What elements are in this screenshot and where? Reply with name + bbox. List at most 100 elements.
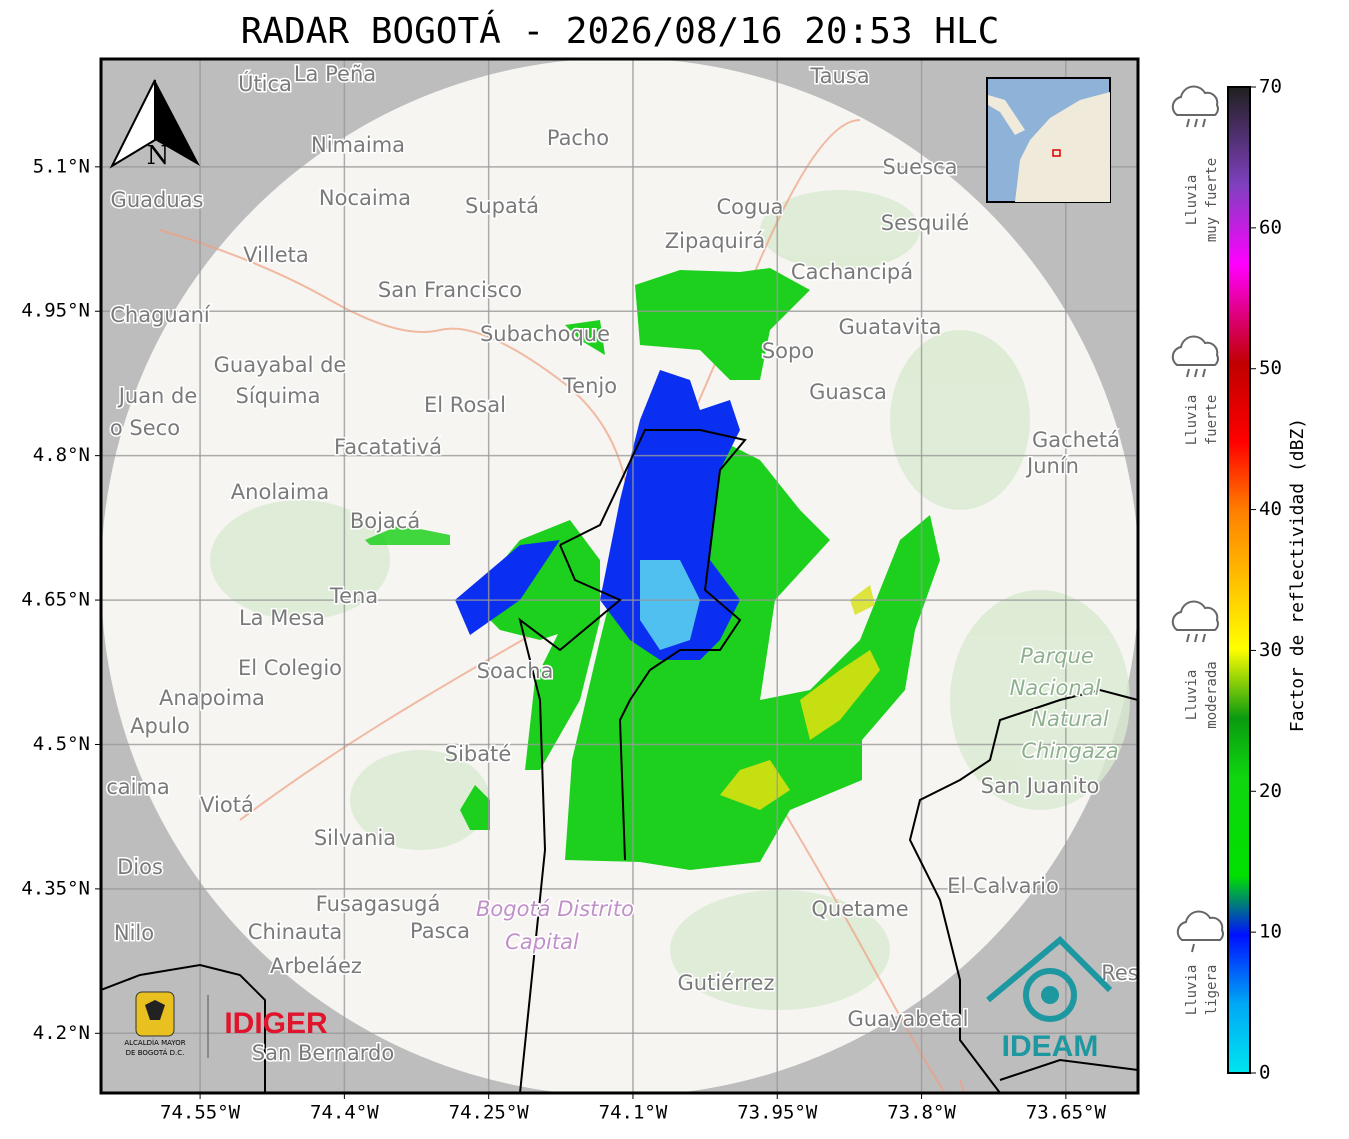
- place-label: Arbeláez: [270, 954, 362, 978]
- x-tick-label: 74.4°W: [310, 1102, 379, 1124]
- place-label: Supatá: [465, 194, 539, 218]
- rain-drop: [1194, 633, 1198, 643]
- place-label: Tenjo: [562, 374, 617, 398]
- colorbar-tick-label: 50: [1259, 357, 1282, 379]
- colorbar-tick-label: 10: [1259, 921, 1282, 943]
- rain-drop: [1186, 633, 1190, 643]
- park-label: Natural: [1031, 707, 1109, 731]
- y-tick-label: 4.95°N: [21, 300, 90, 322]
- legend-label: ligera: [1204, 965, 1220, 1016]
- park-label: Nacional: [1010, 676, 1101, 700]
- y-tick-label: 5.1°N: [33, 155, 90, 177]
- place-label: Sesquilé: [881, 211, 969, 235]
- place-label: Viotá: [200, 793, 254, 817]
- place-label: El Rosal: [424, 393, 506, 417]
- district-label: Capital: [505, 930, 579, 954]
- place-label: Pasca: [410, 919, 470, 943]
- place-labels: Útica La Peña Tausa Nimaima Pacho Guaduas Noca…: [105, 61, 1139, 1067]
- colorbar-tick-label: 20: [1259, 780, 1282, 802]
- rain-drop: [1202, 633, 1206, 643]
- place-label: Nilo: [114, 921, 154, 945]
- colorbar-tick-label: 30: [1259, 639, 1282, 661]
- y-tick-label: 4.8°N: [33, 444, 90, 466]
- place-label: Sibaté: [445, 742, 512, 766]
- x-tick-label: 73.8°W: [887, 1102, 956, 1124]
- place-label: Tausa: [809, 64, 869, 88]
- place-label: Pacho: [547, 126, 609, 150]
- x-tick-label: 74.1°W: [599, 1102, 668, 1124]
- place-label: Junín: [1025, 454, 1079, 478]
- place-label: Útica: [238, 71, 292, 96]
- ideam-label: IDEAM: [1002, 1030, 1099, 1063]
- place-label: caima: [106, 775, 170, 799]
- place-label: San Juanito: [981, 774, 1100, 798]
- place-label: Cachancipá: [791, 260, 913, 284]
- place-label: Nimaima: [311, 133, 405, 157]
- rain-drop: [1191, 943, 1195, 953]
- place-label: Juan de: [117, 384, 198, 408]
- legend-label: muy fuerte: [1204, 158, 1220, 242]
- place-label: Anolaima: [231, 480, 329, 504]
- park-label: Chingaza: [1021, 739, 1118, 763]
- place-label: Suesca: [883, 155, 958, 179]
- x-tick-label: 73.95°W: [737, 1102, 818, 1124]
- rain-drop: [1186, 368, 1190, 378]
- alcaldia-line: DE BOGOTÁ D.C.: [126, 1048, 185, 1057]
- rain-drop: [1186, 118, 1190, 128]
- legend-label: Lluvia: [1184, 395, 1200, 446]
- colorbar-tick-label: 0: [1259, 1062, 1270, 1084]
- park-label: Parque: [1020, 644, 1094, 668]
- place-label: Guasca: [809, 380, 887, 404]
- colorbar: [1227, 86, 1251, 1074]
- place-label: Villeta: [243, 243, 308, 267]
- inset-map: [986, 77, 1111, 203]
- place-label: Zipaquirá: [665, 229, 765, 253]
- x-tick-label: 74.55°W: [160, 1102, 241, 1124]
- legend-label: Lluvia: [1184, 175, 1200, 226]
- place-label: Chinauta: [248, 920, 342, 944]
- place-label: San Francisco: [378, 278, 522, 302]
- rain-icon: [1171, 85, 1219, 116]
- place-label: Dios: [117, 855, 163, 879]
- title: RADAR BOGOTÁ - 2026/08/16 20:53 HLC: [241, 10, 1000, 52]
- rain-drop: [1202, 118, 1206, 128]
- place-label: Res: [1101, 961, 1139, 985]
- place-label: Guatavita: [839, 315, 942, 339]
- place-label: Cogua: [716, 195, 783, 219]
- y-tick-label: 4.35°N: [21, 877, 90, 899]
- y-tick-label: 4.5°N: [33, 733, 90, 755]
- place-label: El Calvario: [947, 874, 1059, 898]
- map: Útica La Peña Tausa Nimaima Pacho Guaduas Noca…: [101, 59, 1139, 1093]
- rain-drop: [1194, 368, 1198, 378]
- place-label: o Seco: [110, 416, 180, 440]
- y-tick-label: 4.65°N: [21, 589, 90, 611]
- rain-icon: [1176, 910, 1224, 941]
- north-label: N: [147, 141, 170, 171]
- alcaldia-line: ALCALDÍA MAYOR: [124, 1038, 185, 1047]
- place-label: Gutiérrez: [678, 971, 775, 995]
- rain-drop: [1202, 368, 1206, 378]
- place-label: Anapoima: [159, 686, 265, 710]
- legend-label: Lluvia: [1184, 965, 1200, 1016]
- y-tick-label: 4.2°N: [33, 1022, 90, 1044]
- colorbar-tick-label: 60: [1259, 216, 1282, 238]
- place-label: Soacha: [477, 659, 554, 683]
- colorbar-label: Factor de reflectividad (dBZ): [1287, 418, 1308, 732]
- place-label: Nocaima: [319, 186, 411, 210]
- north-arrow: N: [109, 79, 200, 171]
- place-label: Guayabal de: [214, 353, 347, 377]
- borders: [101, 429, 1138, 1093]
- x-tick-label: 74.25°W: [449, 1102, 530, 1124]
- legend-label: moderada: [1204, 661, 1220, 728]
- place-label: La Mesa: [239, 606, 325, 630]
- place-label: Gachetá: [1032, 428, 1120, 452]
- place-label: Síquima: [236, 384, 321, 408]
- legend-label: fuerte: [1204, 395, 1220, 446]
- rain-icon: [1171, 335, 1219, 366]
- place-label: Bojacá: [350, 509, 420, 533]
- rain-icon: [1171, 600, 1219, 631]
- idiger-logo: IDIGER: [224, 1007, 328, 1040]
- place-label: Quetame: [811, 897, 908, 921]
